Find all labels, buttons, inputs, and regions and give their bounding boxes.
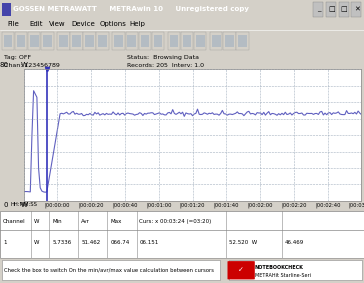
Text: W: W xyxy=(20,62,27,68)
Text: |00:03:00: |00:03:00 xyxy=(349,202,364,208)
Text: 5.7336: 5.7336 xyxy=(52,240,71,245)
Text: NOTEBOOKCHECK: NOTEBOOKCHECK xyxy=(255,265,304,270)
Bar xyxy=(72,35,81,47)
Bar xyxy=(154,35,162,47)
Bar xyxy=(139,32,151,50)
Text: 066.74: 066.74 xyxy=(110,240,130,245)
Text: |00:02:40: |00:02:40 xyxy=(315,202,340,208)
Bar xyxy=(2,3,11,16)
Text: 51.462: 51.462 xyxy=(81,240,100,245)
Text: Options: Options xyxy=(100,21,127,27)
Bar xyxy=(126,32,138,50)
Bar xyxy=(57,32,70,50)
Text: Chan: 123456789: Chan: 123456789 xyxy=(4,63,60,68)
Bar xyxy=(30,35,39,47)
Text: GOSSEN METRAWATT     METRAwin 10     Unregistered copy: GOSSEN METRAWATT METRAwin 10 Unregistere… xyxy=(13,6,249,12)
Bar xyxy=(59,35,68,47)
Bar xyxy=(170,35,178,47)
Text: Min: Min xyxy=(52,218,62,224)
Bar xyxy=(351,2,361,16)
Text: View: View xyxy=(49,21,66,27)
Text: □: □ xyxy=(328,6,335,12)
Text: Max: Max xyxy=(110,218,122,224)
Text: 46.469: 46.469 xyxy=(285,240,304,245)
Text: |00:00:20: |00:00:20 xyxy=(79,202,104,208)
Bar xyxy=(210,32,222,50)
Bar xyxy=(196,35,205,47)
Text: Tag: OFF: Tag: OFF xyxy=(4,55,31,60)
Text: |00:02:20: |00:02:20 xyxy=(281,202,306,208)
Text: 06.151: 06.151 xyxy=(139,240,159,245)
Bar xyxy=(152,32,164,50)
Text: |00:02:00: |00:02:00 xyxy=(248,202,273,208)
Bar xyxy=(236,32,249,50)
Bar xyxy=(70,32,83,50)
Text: W: W xyxy=(20,202,27,208)
Text: |00:01:20: |00:01:20 xyxy=(180,202,205,208)
Text: |00:00:40: |00:00:40 xyxy=(112,202,138,208)
Bar xyxy=(181,32,193,50)
Text: Channel: Channel xyxy=(3,218,25,224)
Text: File: File xyxy=(7,21,19,27)
Text: 0: 0 xyxy=(4,202,8,208)
Bar xyxy=(168,32,180,50)
Bar xyxy=(96,32,109,50)
Text: Curs: x 00:03:24 (=03:20): Curs: x 00:03:24 (=03:20) xyxy=(139,218,211,224)
Bar xyxy=(229,260,362,280)
Bar xyxy=(225,35,234,47)
Text: |00:01:00: |00:01:00 xyxy=(146,202,171,208)
Text: Status:  Browsing Data: Status: Browsing Data xyxy=(127,55,199,60)
Bar xyxy=(2,32,14,50)
Text: METRAHit Starline-Seri: METRAHit Starline-Seri xyxy=(255,273,311,278)
Bar xyxy=(313,2,323,16)
Bar xyxy=(339,2,349,16)
Bar xyxy=(85,35,94,47)
Text: |00:01:40: |00:01:40 xyxy=(214,202,239,208)
Bar xyxy=(238,35,247,47)
Bar xyxy=(141,35,149,47)
Bar xyxy=(98,35,107,47)
Text: Help: Help xyxy=(129,21,145,27)
Bar xyxy=(127,35,136,47)
Text: W: W xyxy=(34,240,39,245)
Text: |00:00:00: |00:00:00 xyxy=(45,202,70,208)
Bar xyxy=(15,32,27,50)
Text: Avr: Avr xyxy=(81,218,90,224)
Bar xyxy=(223,32,236,50)
Text: Device: Device xyxy=(71,21,95,27)
Text: W: W xyxy=(34,218,39,224)
Text: □: □ xyxy=(341,6,347,12)
Bar xyxy=(194,32,206,50)
Bar xyxy=(212,35,221,47)
Bar xyxy=(83,32,96,50)
Bar xyxy=(112,32,125,50)
Text: Check the box to switch On the min/avr/max value calculation between cursors: Check the box to switch On the min/avr/m… xyxy=(4,268,214,273)
Bar xyxy=(183,35,191,47)
Text: Edit: Edit xyxy=(29,21,43,27)
Bar xyxy=(41,32,54,50)
Bar xyxy=(114,35,123,47)
Text: 52.520  W: 52.520 W xyxy=(229,240,257,245)
Text: HH:MM:SS: HH:MM:SS xyxy=(10,202,37,207)
Bar xyxy=(2,260,220,280)
Text: Records: 205  Interv: 1.0: Records: 205 Interv: 1.0 xyxy=(127,63,205,68)
Text: ✕: ✕ xyxy=(354,6,360,12)
FancyBboxPatch shape xyxy=(228,261,255,279)
Text: _: _ xyxy=(317,6,320,12)
Bar xyxy=(43,35,52,47)
Bar xyxy=(326,2,336,16)
Text: 1: 1 xyxy=(3,240,7,245)
Bar xyxy=(28,32,40,50)
Bar xyxy=(17,35,25,47)
Bar xyxy=(4,35,12,47)
Text: ✓: ✓ xyxy=(238,267,244,273)
Text: 80: 80 xyxy=(0,62,8,68)
